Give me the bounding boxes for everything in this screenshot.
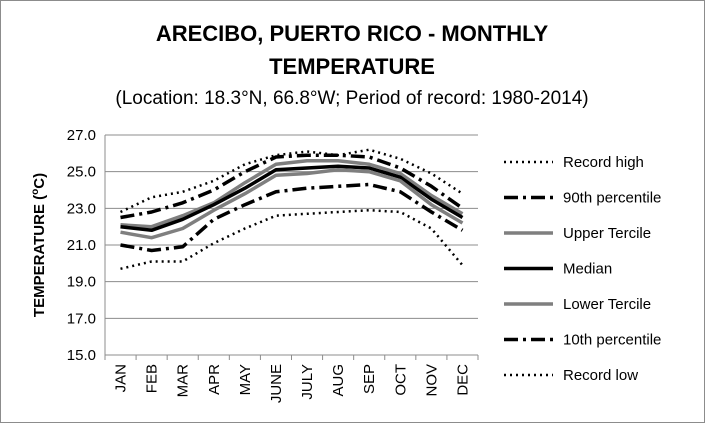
y-axis-label-suffix: C) bbox=[31, 173, 48, 189]
x-tick-label: DEC bbox=[454, 364, 471, 396]
series-line bbox=[120, 158, 464, 229]
legend-label: Record low bbox=[563, 367, 638, 384]
series-line bbox=[120, 164, 464, 233]
y-axis-label-superscript: o bbox=[30, 189, 41, 195]
chart-title-line2: TEMPERATURE bbox=[269, 54, 435, 79]
x-tick-label: JAN bbox=[113, 364, 130, 392]
x-tick-labels: JAN FEB MAR APR MAY JUNE JULY AUG SEP OCT NOV DEC bbox=[113, 364, 472, 403]
y-axis-label-prefix: TEMPERATURE ( bbox=[31, 195, 48, 317]
y-axis-label: TEMPERATURE (oC) bbox=[30, 173, 48, 317]
y-tick-label: 19.0 bbox=[67, 274, 96, 291]
legend-label: Median bbox=[563, 261, 612, 278]
legend-label: Record high bbox=[563, 154, 644, 171]
y-tick-label: 25.0 bbox=[67, 164, 96, 181]
x-tick-label: MAY bbox=[237, 364, 254, 395]
series-line bbox=[120, 168, 464, 240]
series-line bbox=[120, 153, 464, 220]
x-tick-label: MAR bbox=[175, 364, 192, 398]
x-tick-label: FEB bbox=[144, 364, 161, 393]
x-tick-label: AUG bbox=[330, 364, 347, 397]
y-tick-label: 15.0 bbox=[67, 347, 96, 364]
legend-label: 10th percentile bbox=[563, 332, 661, 349]
chart-title-line1: ARECIBO, PUERTO RICO - MONTHLY bbox=[156, 21, 549, 46]
y-tick-labels: 15.0 17.0 19.0 21.0 23.0 25.0 27.0 bbox=[67, 127, 96, 364]
grid-lines bbox=[105, 134, 478, 319]
x-tick-label: OCT bbox=[392, 364, 409, 396]
chart-subtitle: (Location: 18.3°N, 66.8°W; Period of rec… bbox=[115, 88, 588, 109]
x-tick-label: NOV bbox=[423, 364, 440, 397]
x-tick-label: APR bbox=[206, 364, 223, 395]
x-tick-label: SEP bbox=[361, 364, 378, 394]
y-tick-label: 27.0 bbox=[67, 127, 96, 144]
y-tick-label: 21.0 bbox=[67, 237, 96, 254]
y-tick-label: 23.0 bbox=[67, 200, 96, 217]
x-tick-label: JULY bbox=[299, 364, 316, 400]
series-line bbox=[120, 182, 464, 253]
axes bbox=[104, 135, 479, 360]
series-lines bbox=[119, 148, 464, 271]
y-tick-label: 17.0 bbox=[67, 310, 96, 327]
series-line bbox=[119, 148, 464, 214]
legend-label: Lower Tercile bbox=[563, 296, 651, 313]
x-tick-label: JUNE bbox=[268, 364, 285, 403]
legend-label: Upper Tercile bbox=[563, 225, 651, 242]
legend-label: 90th percentile bbox=[563, 190, 661, 207]
legend: Record high 90th percentile Upper Tercile M… bbox=[504, 154, 661, 384]
